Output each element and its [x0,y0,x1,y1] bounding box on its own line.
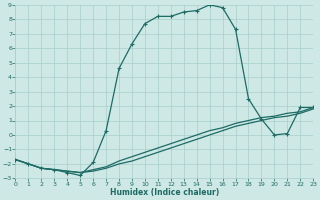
X-axis label: Humidex (Indice chaleur): Humidex (Indice chaleur) [110,188,219,197]
